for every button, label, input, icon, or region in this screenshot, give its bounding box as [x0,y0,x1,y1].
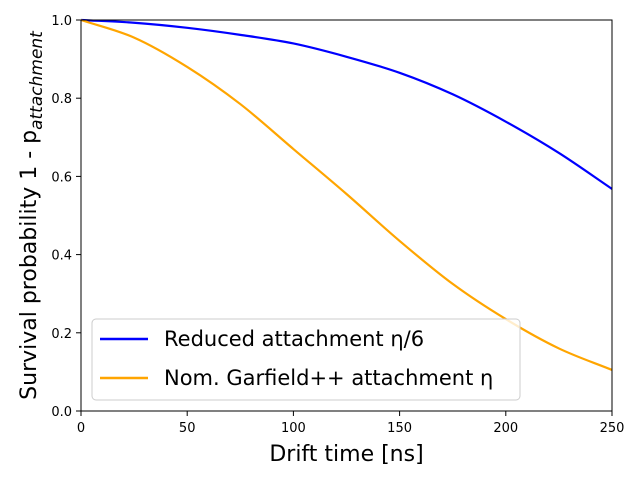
y-axis-ticks: 0.0 0.2 0.4 0.6 0.8 1.0 [51,14,81,420]
x-tick-label: 0 [77,421,85,436]
legend: Reduced attachment η/6 Nom. Garfield++ at… [91,318,521,401]
y-tick-label: 0.0 [51,405,72,420]
y-axis-label: Survival probability 1 - pattachment [17,30,47,400]
y-tick-label: 0.8 [51,92,72,107]
x-tick-label: 150 [387,421,412,436]
legend-label-2: Nom. Garfield++ attachment η [164,366,493,390]
series-line-2 [80,18,613,371]
legend-box [91,318,521,401]
y-tick-label: 0.4 [51,249,72,264]
x-axis-label: Drift time [ns] [269,442,423,467]
plot-frame [80,19,613,412]
y-axis-label-subscript: attachment [27,30,47,130]
y-tick-label: 0.6 [51,170,72,185]
y-tick-label: 0.2 [51,327,72,342]
y-tick-label: 1.0 [51,14,72,29]
plot-lines [80,18,613,371]
legend-label-1: Reduced attachment η/6 [164,327,424,351]
series-line-1 [80,18,613,190]
x-tick-label: 100 [281,421,306,436]
x-tick-label: 50 [179,421,196,436]
x-axis-ticks: 0 50 100 150 200 250 [77,411,625,436]
y-axis-label-main: Survival probability 1 - p [17,130,42,400]
x-tick-label: 200 [493,421,518,436]
x-tick-label: 250 [600,421,625,436]
